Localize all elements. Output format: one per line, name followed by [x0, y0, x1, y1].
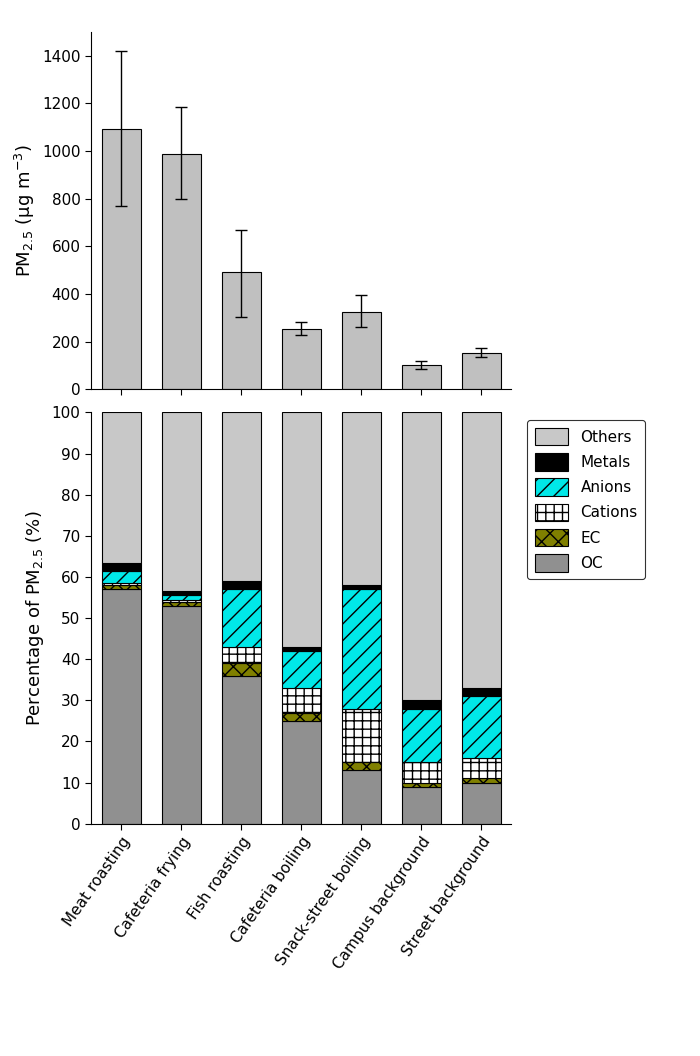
Bar [162, 596, 200, 600]
Bar [281, 687, 321, 713]
Bar [342, 413, 381, 585]
Bar [281, 721, 321, 824]
Bar [461, 353, 500, 390]
Bar [102, 583, 141, 585]
Bar [221, 272, 260, 390]
Legend: Others, Metals, Anions, Cations, EC, OC: Others, Metals, Anions, Cations, EC, OC [527, 420, 645, 580]
Bar [402, 709, 440, 762]
Bar [162, 154, 200, 390]
Bar [221, 581, 260, 589]
Bar [102, 585, 141, 589]
Bar [461, 782, 500, 824]
Bar [402, 762, 440, 782]
Bar [162, 600, 200, 602]
Bar [221, 589, 260, 647]
Bar [102, 563, 141, 570]
Bar [461, 413, 500, 687]
Bar [162, 602, 200, 606]
Bar [102, 570, 141, 583]
Bar [221, 676, 260, 824]
Bar [461, 687, 500, 696]
Bar [402, 782, 440, 787]
Bar [402, 413, 440, 700]
Bar [281, 713, 321, 721]
Bar [221, 663, 260, 676]
Bar [461, 778, 500, 782]
Bar [461, 758, 500, 778]
Bar [402, 700, 440, 709]
Bar [281, 413, 321, 647]
Bar [162, 591, 200, 596]
Bar [342, 770, 381, 824]
Bar [162, 413, 200, 591]
Y-axis label: PM$_{2.5}$ (μg m$^{-3}$): PM$_{2.5}$ (μg m$^{-3}$) [13, 145, 36, 277]
Bar [402, 787, 440, 824]
Bar [342, 589, 381, 709]
Bar [402, 365, 440, 390]
Bar [342, 709, 381, 762]
Bar [281, 650, 321, 687]
Bar [342, 312, 381, 390]
Bar [102, 130, 141, 390]
Bar [102, 589, 141, 824]
Bar [342, 762, 381, 770]
Bar [102, 413, 141, 563]
Bar [281, 329, 321, 390]
Bar [221, 413, 260, 581]
Bar [461, 696, 500, 758]
Y-axis label: Percentage of PM$_{2.5}$ (%): Percentage of PM$_{2.5}$ (%) [25, 510, 46, 725]
Bar [221, 647, 260, 663]
Bar [281, 647, 321, 650]
Bar [342, 585, 381, 589]
Bar [162, 606, 200, 824]
